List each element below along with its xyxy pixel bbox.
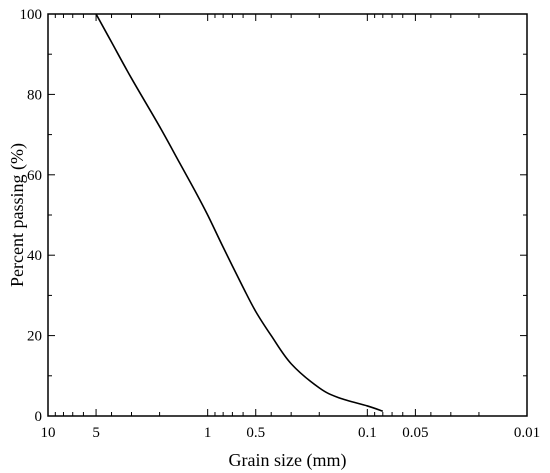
y-tick-label: 0 <box>35 409 43 425</box>
x-tick-label: 0.05 <box>402 425 428 441</box>
x-tick-label: 0.01 <box>514 425 540 441</box>
y-tick-label: 40 <box>27 248 42 264</box>
x-tick-label: 0.5 <box>246 425 265 441</box>
y-axis-ticks: 0 20 40 60 80 100 <box>20 7 527 425</box>
y-tick-label: 60 <box>27 168 42 184</box>
x-tick-label: 10 <box>41 425 56 441</box>
plot-frame <box>47 13 528 417</box>
y-tick-label: 100 <box>20 7 43 23</box>
y-tick-label: 20 <box>27 329 42 345</box>
series-layer <box>95 13 384 412</box>
x-axis-ticks: 10 5 1 0.5 0.1 0.05 0.01 <box>41 14 540 441</box>
series-line <box>95 13 384 412</box>
x-axis-label: Grain size (mm) <box>229 450 347 471</box>
y-axis-label: Percent passing (%) <box>7 143 28 287</box>
y-tick-label: 80 <box>27 87 42 103</box>
x-tick-label: 1 <box>204 425 212 441</box>
x-tick-label: 5 <box>92 425 100 441</box>
x-tick-label: 0.1 <box>358 425 377 441</box>
